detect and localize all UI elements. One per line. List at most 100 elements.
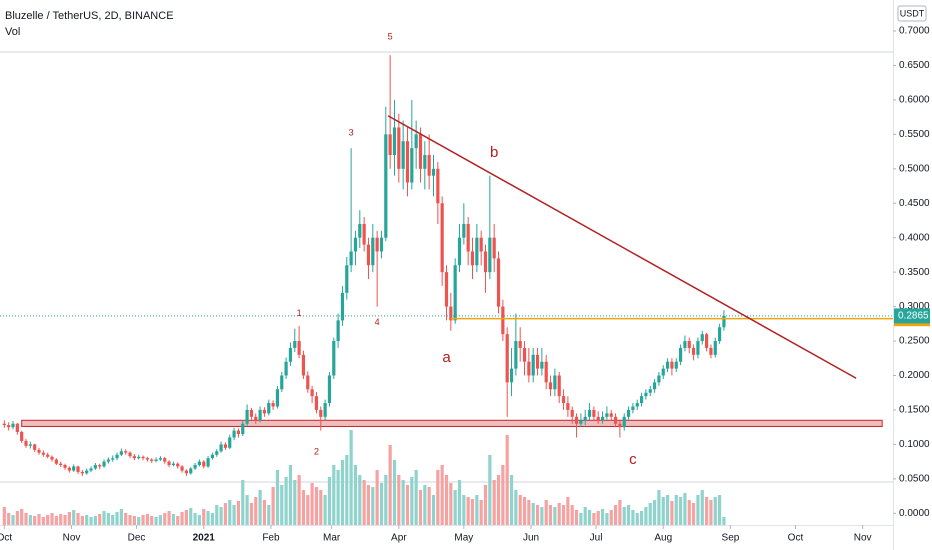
volume-bar xyxy=(20,509,24,525)
volume-bar xyxy=(492,480,496,525)
volume-bar xyxy=(622,507,626,525)
candle-body xyxy=(314,396,319,410)
volume-bar xyxy=(401,480,405,525)
volume-bar xyxy=(544,500,548,525)
volume-bar xyxy=(232,505,236,525)
candle-body xyxy=(89,468,93,471)
currency-label[interactable]: USDT xyxy=(900,8,925,18)
candle-body xyxy=(427,155,431,176)
candle-body xyxy=(345,265,349,293)
volume-bar xyxy=(436,470,440,525)
candle-body xyxy=(132,456,136,459)
candle-body xyxy=(700,334,704,342)
volume-bar xyxy=(522,497,527,525)
volume-bar xyxy=(284,477,288,525)
volume-bar xyxy=(102,511,106,525)
wave-label: 5 xyxy=(388,32,393,42)
candle-body xyxy=(457,237,462,266)
candle-body xyxy=(423,155,427,169)
candle-body xyxy=(566,403,570,410)
candle-body xyxy=(297,341,301,355)
candle-body xyxy=(228,437,232,448)
volume-bar xyxy=(280,485,284,525)
candle-body xyxy=(284,361,288,376)
x-tick-label: May xyxy=(454,533,473,544)
volume-bar xyxy=(119,509,123,525)
y-tick-label: 0.5500 xyxy=(899,129,930,140)
volume-bar xyxy=(657,490,661,525)
volume-bar xyxy=(262,500,267,525)
volume-bar xyxy=(301,490,306,525)
candle-body xyxy=(665,361,670,369)
x-tick-label: Nov xyxy=(854,533,872,544)
candle-body xyxy=(232,430,236,438)
candle-body xyxy=(475,237,479,266)
volume-bar xyxy=(618,500,622,525)
volume-bar xyxy=(106,513,110,525)
volume-bar xyxy=(574,510,579,525)
volume-bar xyxy=(444,475,449,525)
candle-body xyxy=(310,389,314,397)
candle-body xyxy=(293,341,297,348)
candle-body xyxy=(124,451,128,453)
candle-body xyxy=(63,465,67,468)
candle-body xyxy=(444,272,449,307)
y-tick-label: 0.4500 xyxy=(899,198,930,209)
y-tick-label: 0.2000 xyxy=(899,370,930,381)
volume-bar xyxy=(154,517,158,525)
volume-bar xyxy=(41,517,45,525)
candle-body xyxy=(197,461,202,466)
volume-bar xyxy=(683,493,687,525)
candle-body xyxy=(85,470,89,474)
candle-body xyxy=(449,306,453,321)
candle-body xyxy=(687,341,691,348)
candle-body xyxy=(509,368,514,383)
candle-body xyxy=(410,148,414,183)
volume-bar xyxy=(423,485,427,525)
x-tick-label: Oct xyxy=(0,533,12,544)
candle-body xyxy=(67,467,71,471)
volume-bar xyxy=(271,487,275,525)
candle-body xyxy=(652,382,657,390)
volume-bar xyxy=(340,460,345,525)
volume-bar xyxy=(258,490,262,525)
volume-bar xyxy=(583,507,587,525)
volume-bar xyxy=(397,475,401,525)
volume-bar xyxy=(405,485,410,525)
candle-body xyxy=(111,458,115,460)
volume-bar xyxy=(462,495,466,525)
candle-body xyxy=(384,134,388,238)
y-tick-label: 0.6000 xyxy=(899,95,930,106)
volume-bar xyxy=(431,495,436,525)
candle-body xyxy=(358,223,362,238)
candle-body xyxy=(722,315,726,328)
candle-body xyxy=(80,471,84,474)
candle-body xyxy=(713,341,717,355)
volume-bar xyxy=(457,480,462,525)
candle-body xyxy=(440,203,444,273)
volume-bar xyxy=(98,514,102,525)
volume-bar xyxy=(33,516,37,525)
volume-bar xyxy=(184,510,189,525)
candle-body xyxy=(436,168,440,204)
y-tick-label: 0.2500 xyxy=(899,336,930,347)
volume-bar xyxy=(587,510,592,525)
volume-bar xyxy=(488,455,492,525)
candle-body xyxy=(704,334,709,348)
volume-bar xyxy=(59,514,63,525)
volume-bar xyxy=(535,505,540,525)
candle-body xyxy=(119,451,123,455)
volume-bar xyxy=(336,470,340,525)
volume-bar xyxy=(141,515,145,525)
volume-bar xyxy=(691,503,696,525)
currency-box[interactable] xyxy=(897,5,927,22)
candle-body xyxy=(167,461,171,466)
x-tick-label: Oct xyxy=(788,533,804,544)
volume-bar xyxy=(501,465,505,525)
volume-bar xyxy=(7,513,11,525)
volume-bar xyxy=(241,480,245,525)
volume-bar xyxy=(518,495,522,525)
volume-bar xyxy=(72,510,76,525)
